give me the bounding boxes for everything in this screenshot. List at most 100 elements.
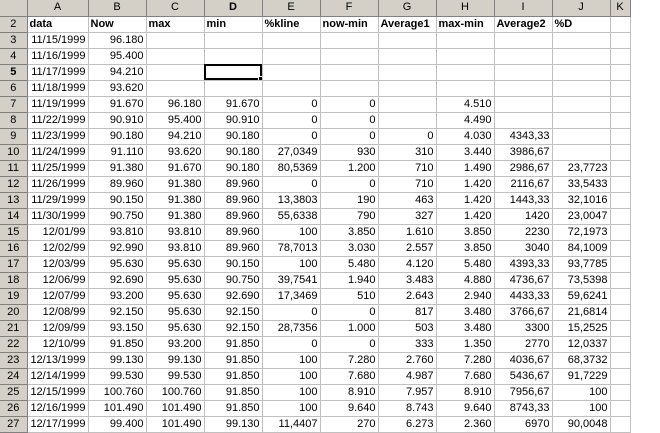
cell-h21[interactable]: 3.480 bbox=[436, 320, 495, 337]
cell-g15[interactable]: 1.610 bbox=[378, 224, 437, 241]
cell-b6[interactable]: 93.620 bbox=[88, 80, 147, 97]
cell-a5[interactable]: 11/17/1999 bbox=[27, 64, 89, 81]
row-header-10[interactable]: 10 bbox=[0, 144, 28, 161]
cell-i22[interactable]: 2770 bbox=[494, 336, 553, 353]
cell-k16[interactable] bbox=[610, 240, 631, 257]
cell-c6[interactable] bbox=[146, 80, 205, 97]
cell-b19[interactable]: 93.200 bbox=[88, 288, 147, 305]
cell-f15[interactable]: 3.850 bbox=[320, 224, 379, 241]
cell-j20[interactable]: 21,6814 bbox=[552, 304, 611, 321]
cell-b9[interactable]: 90.180 bbox=[88, 128, 147, 145]
cell-f20[interactable]: 0 bbox=[320, 304, 379, 321]
cell-a9[interactable]: 11/23/1999 bbox=[27, 128, 89, 145]
cell-i2[interactable]: Average2 bbox=[494, 16, 553, 33]
cell-i16[interactable]: 3040 bbox=[494, 240, 553, 257]
cell-e25[interactable]: 100 bbox=[262, 384, 321, 401]
row-header-3[interactable]: 3 bbox=[0, 32, 28, 49]
cell-a8[interactable]: 11/22/1999 bbox=[27, 112, 89, 129]
cell-a7[interactable]: 11/19/1999 bbox=[27, 96, 89, 113]
row-header-22[interactable]: 22 bbox=[0, 336, 28, 353]
cell-j4[interactable] bbox=[552, 48, 611, 65]
cell-k25[interactable] bbox=[610, 384, 631, 401]
cell-i13[interactable]: 1443,33 bbox=[494, 192, 553, 209]
row-header-7[interactable]: 7 bbox=[0, 96, 28, 113]
cell-i5[interactable] bbox=[494, 64, 553, 81]
cell-f5[interactable] bbox=[320, 64, 379, 81]
cell-f23[interactable]: 7.280 bbox=[320, 352, 379, 369]
cell-a6[interactable]: 11/18/1999 bbox=[27, 80, 89, 97]
cell-f11[interactable]: 1.200 bbox=[320, 160, 379, 177]
cell-e27[interactable]: 11,4407 bbox=[262, 416, 321, 433]
cell-e8[interactable]: 0 bbox=[262, 112, 321, 129]
cell-a21[interactable]: 12/09/99 bbox=[27, 320, 89, 337]
cell-c15[interactable]: 93.810 bbox=[146, 224, 205, 241]
cell-e12[interactable]: 0 bbox=[262, 176, 321, 193]
cell-e4[interactable] bbox=[262, 48, 321, 65]
cell-f26[interactable]: 9.640 bbox=[320, 400, 379, 417]
cell-c4[interactable] bbox=[146, 48, 205, 65]
row-header-19[interactable]: 19 bbox=[0, 288, 28, 305]
cell-c27[interactable]: 101.490 bbox=[146, 416, 205, 433]
cell-j24[interactable]: 91,7229 bbox=[552, 368, 611, 385]
cell-k20[interactable] bbox=[610, 304, 631, 321]
cell-b24[interactable]: 99.530 bbox=[88, 368, 147, 385]
cell-k14[interactable] bbox=[610, 208, 631, 225]
fill-handle[interactable] bbox=[257, 75, 261, 79]
cell-h8[interactable]: 4.490 bbox=[436, 112, 495, 129]
row-header-2[interactable]: 2 bbox=[0, 16, 28, 33]
cell-j19[interactable]: 59,6241 bbox=[552, 288, 611, 305]
cell-k22[interactable] bbox=[610, 336, 631, 353]
cell-j18[interactable]: 73,5398 bbox=[552, 272, 611, 289]
cell-e13[interactable]: 13,3803 bbox=[262, 192, 321, 209]
cell-g3[interactable] bbox=[378, 32, 437, 49]
cell-a14[interactable]: 11/30/1999 bbox=[27, 208, 89, 225]
cell-a23[interactable]: 12/13/1999 bbox=[27, 352, 89, 369]
cell-g11[interactable]: 710 bbox=[378, 160, 437, 177]
cell-g21[interactable]: 503 bbox=[378, 320, 437, 337]
cell-j17[interactable]: 93,7785 bbox=[552, 256, 611, 273]
column-header-f[interactable]: F bbox=[320, 0, 379, 17]
cell-f4[interactable] bbox=[320, 48, 379, 65]
cell-f25[interactable]: 8.910 bbox=[320, 384, 379, 401]
cell-f16[interactable]: 3.030 bbox=[320, 240, 379, 257]
cell-g27[interactable]: 6.273 bbox=[378, 416, 437, 433]
cell-g6[interactable] bbox=[378, 80, 437, 97]
column-header-e[interactable]: E bbox=[262, 0, 321, 17]
row-header-17[interactable]: 17 bbox=[0, 256, 28, 273]
cell-h9[interactable]: 4.030 bbox=[436, 128, 495, 145]
cell-i18[interactable]: 4736,67 bbox=[494, 272, 553, 289]
cell-d4[interactable] bbox=[204, 48, 263, 65]
cell-g7[interactable] bbox=[378, 96, 437, 113]
cell-k11[interactable] bbox=[610, 160, 631, 177]
cell-e20[interactable]: 0 bbox=[262, 304, 321, 321]
cell-a11[interactable]: 11/25/1999 bbox=[27, 160, 89, 177]
cell-i14[interactable]: 1420 bbox=[494, 208, 553, 225]
cell-h5[interactable] bbox=[436, 64, 495, 81]
cell-c9[interactable]: 94.210 bbox=[146, 128, 205, 145]
cell-i9[interactable]: 4343,33 bbox=[494, 128, 553, 145]
cell-b10[interactable]: 91.110 bbox=[88, 144, 147, 161]
cell-b20[interactable]: 92.150 bbox=[88, 304, 147, 321]
cell-b2[interactable]: Now bbox=[88, 16, 147, 33]
column-header-c[interactable]: C bbox=[146, 0, 205, 17]
cell-d9[interactable]: 90.180 bbox=[204, 128, 263, 145]
cell-d8[interactable]: 90.910 bbox=[204, 112, 263, 129]
column-header-k[interactable]: K bbox=[610, 0, 631, 17]
cell-b27[interactable]: 99.400 bbox=[88, 416, 147, 433]
cell-g9[interactable]: 0 bbox=[378, 128, 437, 145]
cell-h16[interactable]: 3.850 bbox=[436, 240, 495, 257]
cell-e10[interactable]: 27,0349 bbox=[262, 144, 321, 161]
cell-j8[interactable] bbox=[552, 112, 611, 129]
cell-j2[interactable]: %D bbox=[552, 16, 611, 33]
cell-d10[interactable]: 90.180 bbox=[204, 144, 263, 161]
cell-g26[interactable]: 8.743 bbox=[378, 400, 437, 417]
cell-h27[interactable]: 2.360 bbox=[436, 416, 495, 433]
cell-i20[interactable]: 3766,67 bbox=[494, 304, 553, 321]
cell-f10[interactable]: 930 bbox=[320, 144, 379, 161]
cell-i12[interactable]: 2116,67 bbox=[494, 176, 553, 193]
cell-k4[interactable] bbox=[610, 48, 631, 65]
cell-e7[interactable]: 0 bbox=[262, 96, 321, 113]
cell-g16[interactable]: 2.557 bbox=[378, 240, 437, 257]
cell-d12[interactable]: 89.960 bbox=[204, 176, 263, 193]
row-header-16[interactable]: 16 bbox=[0, 240, 28, 257]
